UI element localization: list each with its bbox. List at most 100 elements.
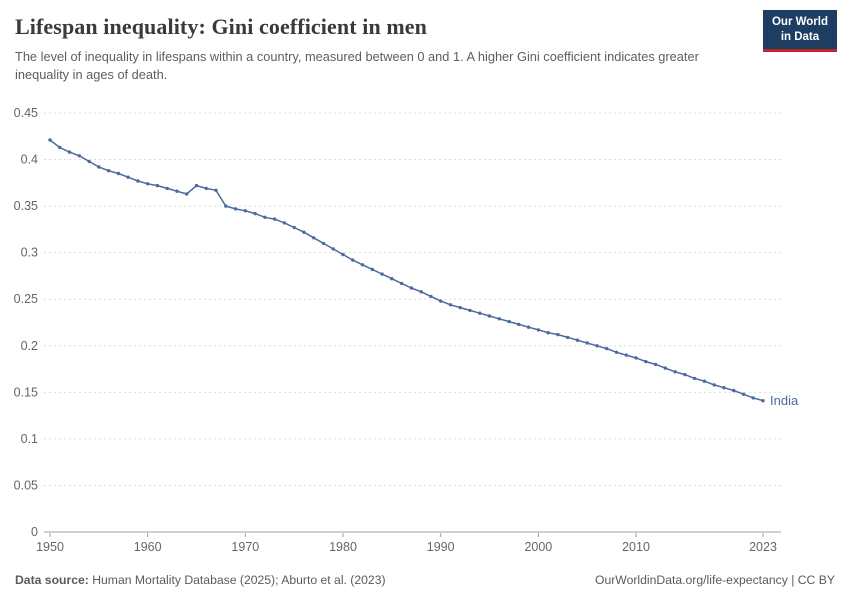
- data-point[interactable]: [741, 392, 746, 396]
- data-point[interactable]: [214, 188, 218, 192]
- series-end-label[interactable]: India: [770, 393, 799, 408]
- y-tick-label: 0.3: [21, 246, 38, 260]
- data-point[interactable]: [321, 241, 326, 246]
- data-point[interactable]: [97, 165, 101, 169]
- data-point[interactable]: [146, 182, 150, 186]
- data-point[interactable]: [556, 332, 560, 337]
- data-point[interactable]: [585, 341, 589, 345]
- data-point[interactable]: [526, 325, 531, 329]
- data-point[interactable]: [507, 319, 511, 324]
- data-point[interactable]: [106, 169, 111, 173]
- data-point[interactable]: [87, 159, 91, 164]
- x-tick-label: 2010: [622, 540, 650, 554]
- data-point[interactable]: [272, 217, 277, 221]
- data-point[interactable]: [302, 230, 306, 234]
- data-point[interactable]: [175, 189, 179, 193]
- data-point[interactable]: [165, 186, 169, 191]
- data-point[interactable]: [67, 150, 72, 154]
- data-point[interactable]: [663, 366, 667, 370]
- page-title: Lifespan inequality: Gini coefficient in…: [15, 14, 428, 39]
- data-point[interactable]: [48, 138, 52, 142]
- y-tick-label: 0.35: [14, 199, 38, 213]
- data-point[interactable]: [517, 322, 521, 327]
- data-point[interactable]: [409, 286, 414, 290]
- owid-logo-line2: in Data: [780, 30, 820, 43]
- data-point[interactable]: [399, 281, 404, 286]
- data-point[interactable]: [370, 267, 374, 272]
- data-point[interactable]: [595, 344, 599, 348]
- data-point[interactable]: [497, 317, 501, 321]
- data-point[interactable]: [732, 388, 736, 393]
- data-point[interactable]: [243, 209, 247, 213]
- data-point[interactable]: [341, 252, 345, 257]
- data-point[interactable]: [653, 362, 658, 367]
- chart-subtitle: The level of inequality in lifespans wit…: [15, 49, 699, 82]
- y-tick-label: 0.1: [21, 432, 38, 446]
- data-point[interactable]: [194, 183, 199, 188]
- x-tick-label: 1950: [36, 540, 64, 554]
- data-point[interactable]: [380, 272, 384, 276]
- data-point[interactable]: [458, 305, 462, 310]
- data-point[interactable]: [282, 221, 287, 225]
- data-point[interactable]: [185, 192, 189, 196]
- data-point[interactable]: [487, 314, 492, 318]
- chart-footer: Data source: Human Mortality Database (2…: [15, 573, 835, 587]
- y-tick-label: 0.05: [14, 478, 38, 492]
- data-point[interactable]: [702, 379, 707, 383]
- x-tick-label: 2000: [524, 540, 552, 554]
- data-point[interactable]: [575, 338, 580, 342]
- x-tick-label: 1960: [134, 540, 162, 554]
- data-point[interactable]: [429, 294, 433, 299]
- data-point[interactable]: [722, 386, 726, 390]
- data-point[interactable]: [155, 183, 160, 188]
- data-point[interactable]: [605, 346, 609, 351]
- data-point[interactable]: [751, 396, 755, 400]
- y-tick-label: 0: [31, 525, 38, 539]
- x-tick-label: 1970: [231, 540, 259, 554]
- data-point[interactable]: [448, 303, 453, 307]
- data-point[interactable]: [624, 353, 628, 357]
- data-point[interactable]: [116, 171, 121, 176]
- data-point[interactable]: [331, 247, 335, 251]
- data-source-value: Human Mortality Database (2025); Aburto …: [88, 573, 386, 587]
- data-point[interactable]: [292, 225, 296, 230]
- x-tick-label: 1980: [329, 540, 357, 554]
- data-point[interactable]: [233, 207, 238, 211]
- data-point[interactable]: [58, 145, 62, 150]
- data-point[interactable]: [263, 215, 267, 219]
- data-point[interactable]: [390, 277, 394, 281]
- data-point[interactable]: [536, 328, 541, 332]
- data-point[interactable]: [136, 179, 140, 183]
- data-point[interactable]: [204, 186, 208, 191]
- data-point[interactable]: [644, 359, 648, 364]
- data-point[interactable]: [478, 311, 482, 315]
- data-point[interactable]: [224, 204, 228, 208]
- owid-logo-line1: Our World: [771, 16, 828, 28]
- data-point[interactable]: [253, 211, 257, 216]
- data-point[interactable]: [761, 399, 765, 403]
- y-tick-label: 0.15: [14, 385, 38, 399]
- data-point[interactable]: [360, 263, 365, 267]
- data-point[interactable]: [712, 383, 716, 387]
- data-point[interactable]: [351, 258, 355, 262]
- data-point[interactable]: [673, 370, 677, 374]
- data-point[interactable]: [468, 308, 472, 313]
- owid-logo[interactable]: Our World in Data: [762, 10, 837, 52]
- data-point[interactable]: [614, 350, 619, 354]
- y-tick-label: 0.25: [14, 292, 38, 306]
- data-point[interactable]: [77, 154, 82, 158]
- data-point[interactable]: [634, 356, 638, 360]
- data-point[interactable]: [419, 290, 423, 294]
- attribution-link[interactable]: OurWorldinData.org/life-expectancy | CC …: [594, 573, 835, 587]
- data-point[interactable]: [566, 335, 570, 340]
- series-line-india[interactable]: [49, 139, 764, 402]
- data-point[interactable]: [683, 372, 687, 377]
- data-point[interactable]: [439, 299, 443, 303]
- y-tick-label: 0.4: [21, 153, 38, 167]
- y-tick-label: 0.45: [14, 106, 38, 120]
- data-point[interactable]: [312, 236, 316, 240]
- data-point[interactable]: [126, 175, 130, 179]
- data-point[interactable]: [546, 331, 550, 335]
- data-point[interactable]: [692, 376, 697, 381]
